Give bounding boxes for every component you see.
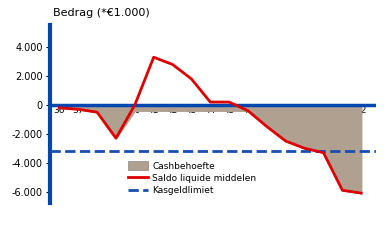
Text: Bedrag (*€1.000): Bedrag (*€1.000) (53, 8, 150, 18)
Legend: Cashbehoefte, Saldo liquide middelen, Kasgeldlimiet: Cashbehoefte, Saldo liquide middelen, Ka… (126, 160, 258, 197)
